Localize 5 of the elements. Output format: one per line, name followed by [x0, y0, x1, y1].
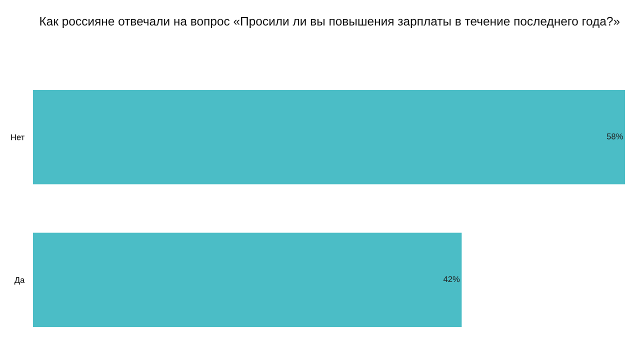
data-label: 42%	[443, 276, 460, 282]
y-tick-label: Да	[14, 277, 25, 285]
y-tick-label: Нет	[11, 134, 25, 140]
data-label: 58%	[606, 133, 623, 140]
chart-title: Как россияне отвечали на вопрос «Просили ли вы повышения зарплаты в течение последнего года?»	[40, 16, 620, 28]
